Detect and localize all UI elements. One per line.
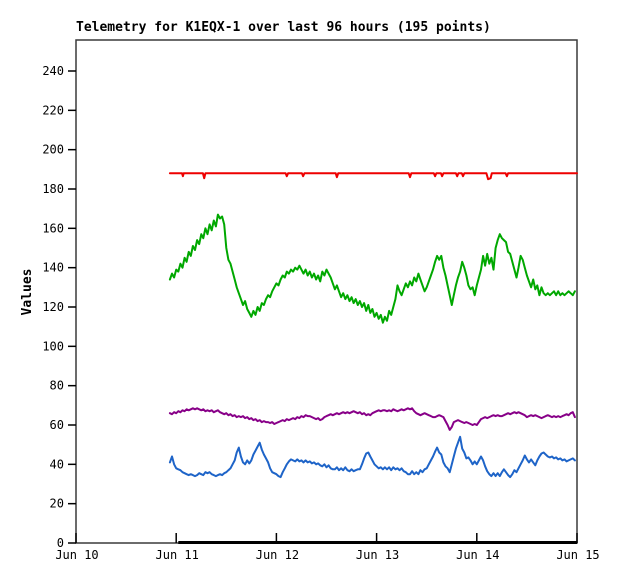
series-blue (168, 435, 576, 479)
x-tick-label: Jun 11 (156, 548, 199, 562)
y-tick-label: 0 (57, 536, 64, 550)
y-tick-label: 100 (42, 339, 64, 353)
y-tick-label: 160 (42, 221, 64, 235)
y-tick-label: 20 (50, 497, 64, 511)
x-tick-label: Jun 10 (55, 548, 98, 562)
y-tick-label: 200 (42, 143, 64, 157)
y-tick-label: 40 (50, 457, 64, 471)
x-tick-label: Jun 15 (556, 548, 599, 562)
y-tick-label: 240 (42, 64, 64, 78)
y-tick-label: 180 (42, 182, 64, 196)
y-tick-label: 140 (42, 261, 64, 275)
series-red (168, 172, 578, 181)
y-tick-label: 220 (42, 103, 64, 117)
x-tick-label: Jun 14 (456, 548, 499, 562)
x-tick-label: Jun 12 (256, 548, 299, 562)
y-tick-label: 120 (42, 300, 64, 314)
series-purple (168, 407, 576, 431)
series-green (168, 213, 576, 324)
y-axis-label: Values (20, 269, 35, 316)
x-tick-label: Jun 13 (356, 548, 399, 562)
chart-title: Telemetry for K1EQX-1 over last 96 hours… (76, 20, 491, 35)
y-tick-label: 80 (50, 379, 64, 393)
y-tick-label: 60 (50, 418, 64, 432)
